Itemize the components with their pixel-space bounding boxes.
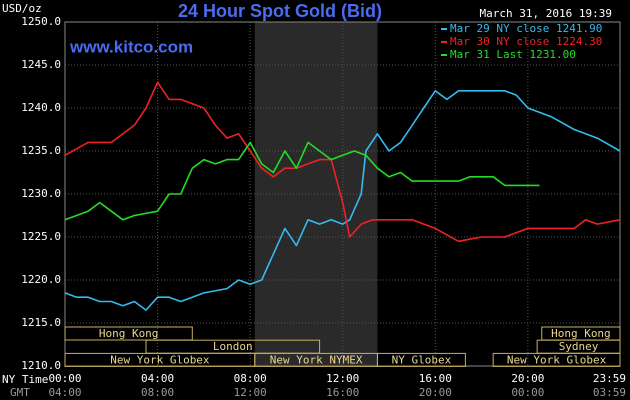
series-line (64, 90, 621, 311)
x-tick-label: 04:00 (141, 372, 174, 385)
legend-label: Mar 29 NY close 1241.90 (450, 22, 602, 35)
session-box (64, 326, 193, 341)
session-box (376, 352, 466, 367)
x-tick-label: 00:00 (48, 372, 81, 385)
y-tick-label: 1230.0 (21, 187, 61, 200)
y-tick-label: 1215.0 (21, 316, 61, 329)
y-tick-label: 1235.0 (21, 144, 61, 157)
session-label: New York Globex (507, 353, 607, 366)
session-label: Hong Kong (99, 327, 159, 340)
x2-tick-label: 16:00 (326, 386, 359, 399)
session-label: NY Globex (392, 353, 452, 366)
x2-tick-label: 08:00 (141, 386, 174, 399)
x-tick-label: 23:59 (593, 372, 626, 385)
legend-label: Mar 30 NY close 1224.30 (450, 35, 602, 48)
legend-label: Mar 31 Last 1231.00 (450, 48, 576, 61)
session-box (492, 352, 621, 367)
y-axis-label: USD/oz (2, 2, 42, 15)
x2-tick-label: 12:00 (234, 386, 267, 399)
session-label: London (213, 340, 253, 353)
x-tick-label: 08:00 (234, 372, 267, 385)
x2-tick-label: 20:00 (419, 386, 452, 399)
session-label: Sydney (559, 340, 599, 353)
chart-title: 24 Hour Spot Gold (Bid) (178, 1, 382, 21)
x-tick-label: 16:00 (419, 372, 452, 385)
x2-tick-label: 04:00 (48, 386, 81, 399)
y-tick-label: 1210.0 (21, 359, 61, 372)
x2-tick-label: 00:00 (511, 386, 544, 399)
session-box (541, 326, 621, 341)
x2-axis-label: GMT (10, 386, 30, 399)
y-tick-label: 1225.0 (21, 230, 61, 243)
session-label: New York Globex (110, 353, 210, 366)
session-label: Hong Kong (551, 327, 611, 340)
series-line (64, 81, 621, 243)
y-tick-label: 1250.0 (21, 15, 61, 28)
x2-tick-label: 03:59 (593, 386, 626, 399)
session-label: New York NYMEX (270, 353, 363, 366)
series-line (64, 141, 540, 221)
timestamp: March 31, 2016 19:39 (480, 7, 612, 20)
x-axis-label: NY Time (2, 373, 48, 386)
x-tick-label: 20:00 (511, 372, 544, 385)
y-tick-label: 1220.0 (21, 273, 61, 286)
y-tick-label: 1240.0 (21, 101, 61, 114)
x-tick-label: 12:00 (326, 372, 359, 385)
site-label: www.kitco.com (69, 37, 193, 56)
y-tick-label: 1245.0 (21, 58, 61, 71)
